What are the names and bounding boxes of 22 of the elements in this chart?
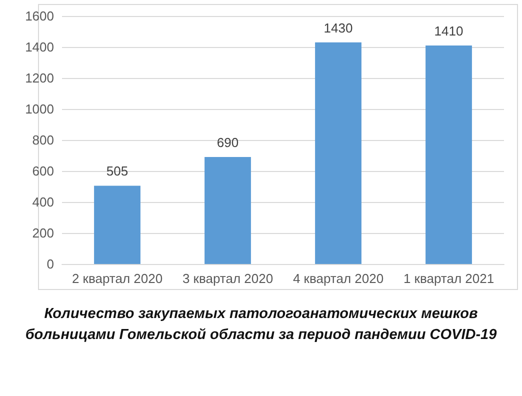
x-tick-label: 1 квартал 2021 (403, 271, 494, 286)
y-tick-label: 400 (32, 194, 54, 210)
y-tick-label: 1000 (25, 102, 54, 116)
x-tick-label: 3 квартал 2020 (182, 271, 274, 286)
bar (315, 42, 362, 264)
bar (94, 186, 140, 264)
bar (426, 45, 472, 264)
y-tick-label: 600 (32, 164, 54, 178)
data-label: 690 (216, 135, 239, 150)
x-tick-label: 4 квартал 2020 (292, 271, 384, 286)
y-tick-label: 1400 (25, 40, 54, 54)
text: Количество закупаемых патологоанатомических мешков больницами Гомельской области за период пандемии COVID-19 (24, 305, 498, 345)
y-tick-label: 0 (46, 256, 54, 272)
y-tick-label: 200 (32, 226, 54, 240)
y-tick-label: 1200 (25, 70, 54, 86)
y-tick-label: 800 (32, 132, 54, 148)
y-tick-label: 1600 (25, 8, 54, 24)
data-label: 1430 (324, 20, 353, 36)
data-label: 505 (106, 164, 128, 179)
x-tick-label: 2 квартал 2020 (72, 271, 163, 286)
data-label: 1410 (434, 23, 464, 38)
bar (204, 157, 251, 264)
